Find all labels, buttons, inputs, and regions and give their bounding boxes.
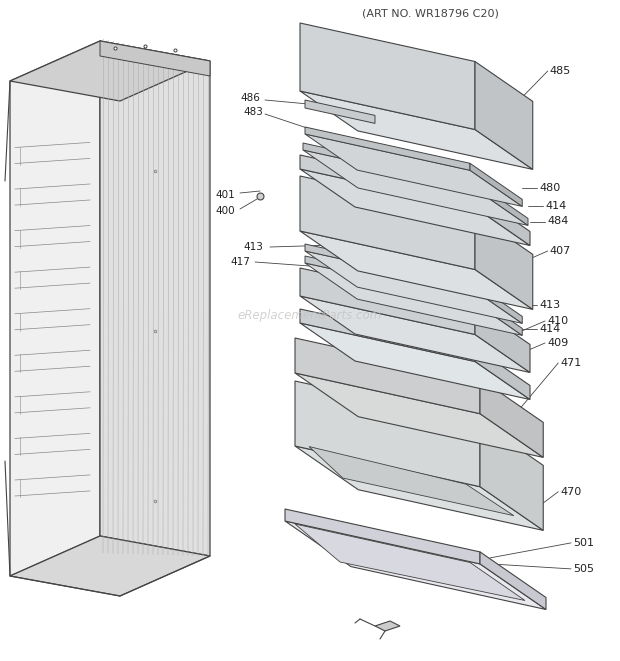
Text: 486: 486	[240, 93, 260, 103]
Polygon shape	[375, 621, 400, 631]
Polygon shape	[285, 509, 480, 564]
Polygon shape	[305, 127, 470, 171]
Polygon shape	[475, 194, 530, 245]
Text: 417: 417	[230, 257, 250, 267]
Polygon shape	[300, 176, 475, 270]
Polygon shape	[305, 251, 522, 323]
Text: 413: 413	[539, 300, 560, 311]
Text: 505: 505	[573, 564, 594, 574]
Polygon shape	[475, 61, 533, 169]
Polygon shape	[300, 231, 533, 309]
Polygon shape	[300, 268, 475, 334]
Text: 409: 409	[547, 338, 569, 348]
Polygon shape	[480, 379, 543, 457]
Text: 480: 480	[539, 183, 560, 194]
Text: 484: 484	[547, 217, 569, 227]
Polygon shape	[285, 521, 546, 609]
Polygon shape	[305, 100, 375, 124]
Polygon shape	[470, 292, 522, 335]
Polygon shape	[480, 552, 546, 609]
Polygon shape	[10, 536, 210, 596]
Polygon shape	[10, 41, 100, 576]
Text: 400: 400	[215, 206, 234, 216]
Text: 501: 501	[573, 538, 594, 548]
Polygon shape	[480, 422, 543, 530]
Text: 471: 471	[560, 358, 582, 368]
Polygon shape	[300, 309, 475, 362]
Polygon shape	[295, 373, 543, 457]
Text: 483: 483	[243, 107, 263, 117]
Polygon shape	[10, 41, 210, 101]
Polygon shape	[470, 163, 522, 206]
Polygon shape	[475, 348, 530, 399]
Polygon shape	[295, 446, 543, 530]
Text: 413: 413	[243, 242, 263, 252]
Text: 407: 407	[550, 246, 571, 256]
Polygon shape	[470, 280, 522, 323]
Polygon shape	[295, 524, 525, 600]
Polygon shape	[473, 180, 528, 225]
Text: (ART NO. WR18796 C20): (ART NO. WR18796 C20)	[361, 8, 498, 18]
Polygon shape	[303, 150, 528, 225]
Polygon shape	[305, 263, 522, 335]
Polygon shape	[309, 447, 514, 516]
Polygon shape	[303, 143, 473, 188]
Text: 401: 401	[215, 190, 235, 200]
Text: 470: 470	[560, 486, 582, 496]
Polygon shape	[100, 41, 210, 76]
Polygon shape	[305, 256, 470, 299]
Polygon shape	[300, 296, 530, 373]
Polygon shape	[100, 41, 210, 556]
Polygon shape	[295, 381, 480, 486]
Polygon shape	[300, 323, 530, 399]
Polygon shape	[295, 338, 480, 414]
Polygon shape	[300, 169, 530, 245]
Polygon shape	[300, 155, 475, 208]
Polygon shape	[475, 215, 533, 309]
Text: 410: 410	[547, 316, 568, 326]
Text: 485: 485	[550, 66, 571, 76]
Polygon shape	[305, 244, 470, 288]
Polygon shape	[300, 23, 475, 130]
Text: eReplacementParts.com: eReplacementParts.com	[238, 309, 382, 323]
Text: 414: 414	[539, 325, 560, 334]
Polygon shape	[305, 134, 522, 206]
Polygon shape	[475, 307, 530, 373]
Polygon shape	[300, 91, 533, 169]
Text: 414: 414	[545, 202, 566, 212]
